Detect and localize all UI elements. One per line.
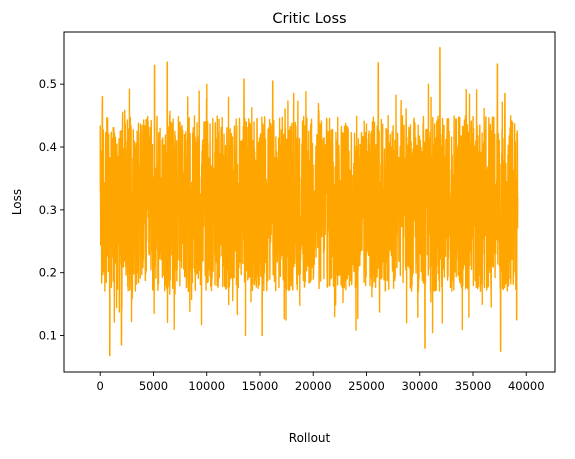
x-tick-label: 35000	[455, 379, 492, 393]
x-tick-label: 15000	[242, 379, 279, 393]
x-axis-label: Rollout	[289, 431, 331, 445]
series-line	[99, 47, 519, 357]
y-tick-label: 0.3	[39, 203, 57, 217]
y-tick-label: 0.4	[39, 140, 57, 154]
y-tick-label: 0.5	[39, 77, 57, 91]
y-axis-ticks: 0.1 0.2 0.3 0.4 0.5	[39, 77, 64, 343]
x-tick-label: 25000	[348, 379, 385, 393]
x-tick-label: 20000	[295, 379, 332, 393]
x-axis-ticks: 0 5000 10000 15000 20000 25000 30000 35000 40000	[97, 372, 545, 393]
x-tick-label: 0	[97, 379, 104, 393]
y-tick-label: 0.1	[39, 329, 57, 343]
x-tick-label: 5000	[139, 379, 168, 393]
x-tick-label: 10000	[188, 379, 225, 393]
x-tick-label: 40000	[508, 379, 545, 393]
chart-title: Critic Loss	[272, 11, 346, 27]
y-axis-label: Loss	[10, 189, 24, 215]
x-tick-label: 30000	[401, 379, 438, 393]
y-tick-label: 0.2	[39, 266, 57, 280]
series-layer	[99, 47, 519, 357]
plot-area-frame	[63, 31, 556, 373]
